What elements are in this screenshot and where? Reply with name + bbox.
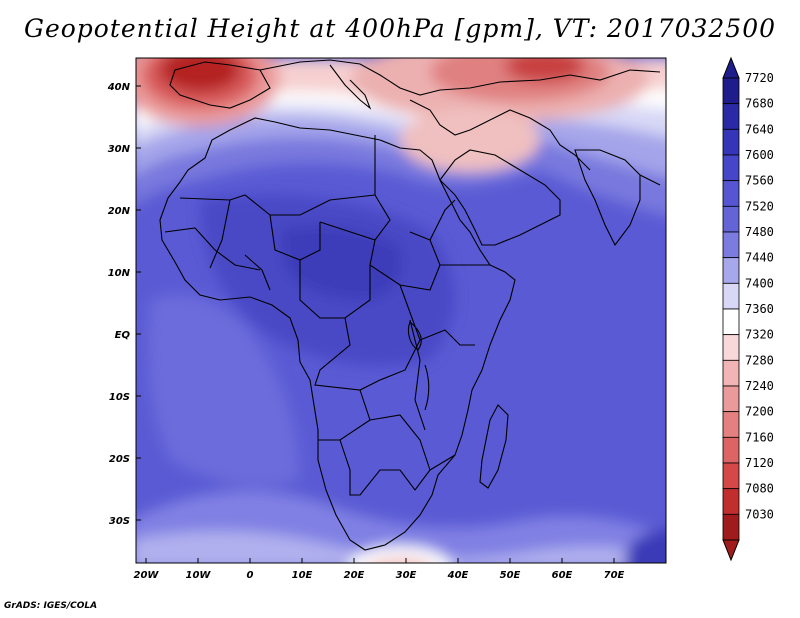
lon-tick-label: 70E bbox=[604, 570, 625, 581]
colorbar-swatch bbox=[722, 462, 740, 490]
colorbar-bottom-arrow bbox=[722, 539, 740, 562]
colorbar-label: 7400 bbox=[745, 276, 774, 290]
lon-tick-label: 30E bbox=[396, 570, 417, 581]
colorbar-swatch bbox=[722, 128, 740, 156]
longitude-axis: 20W 10W 0 10E 20E 30E 40E 50E 60E 70E bbox=[134, 558, 625, 581]
colorbar-swatch bbox=[722, 385, 740, 413]
colorbar-swatch bbox=[722, 77, 740, 105]
colorbar-swatch bbox=[722, 308, 740, 336]
lon-tick-label: 10E bbox=[292, 570, 313, 581]
colorbar-swatch bbox=[722, 103, 740, 130]
colorbar-label: 7640 bbox=[745, 122, 774, 136]
colorbar-label: 7520 bbox=[745, 199, 774, 213]
lon-tick-label: 20E bbox=[344, 570, 365, 581]
colorbar-label: 7280 bbox=[745, 353, 774, 367]
lat-tick-label: EQ bbox=[115, 330, 131, 341]
lat-tick-label: 40N bbox=[107, 82, 131, 93]
lon-tick-label: 40E bbox=[447, 570, 469, 581]
colorbar-label: 7160 bbox=[745, 430, 774, 444]
colorbar-label: 7240 bbox=[745, 379, 774, 393]
colorbar-swatch bbox=[722, 436, 740, 464]
lon-tick-label: 0 bbox=[247, 570, 254, 581]
colorbar-swatch bbox=[722, 488, 740, 515]
colorbar: 7720 7680 7640 7600 7560 7520 7480 7440 7400 7360… bbox=[722, 56, 774, 562]
lon-tick-label: 60E bbox=[552, 570, 573, 581]
lon-tick-label: 50E bbox=[500, 570, 521, 581]
colorbar-swatch bbox=[722, 359, 740, 387]
colorbar-label: 7120 bbox=[745, 456, 774, 470]
lat-tick-label: 20N bbox=[108, 206, 131, 217]
colorbar-swatch bbox=[722, 231, 740, 259]
colorbar-label: 7200 bbox=[745, 405, 774, 419]
colorbar-swatch bbox=[722, 411, 740, 438]
colorbar-swatch bbox=[722, 334, 740, 361]
colorbar-label: 7680 bbox=[745, 97, 774, 111]
colorbar-swatch bbox=[722, 205, 740, 233]
coastlines bbox=[159, 59, 661, 551]
lat-tick-label: 30N bbox=[108, 144, 131, 155]
lat-tick-label: 10N bbox=[108, 268, 131, 279]
colorbar-label: 7720 bbox=[745, 71, 774, 85]
map-title: Geopotential Height at 400hPa [gpm], VT:… bbox=[23, 14, 777, 43]
colorbar-label: 7030 bbox=[745, 507, 774, 521]
colorbar-label: 7320 bbox=[745, 328, 774, 342]
map-frame bbox=[135, 57, 667, 564]
colorbar-label: 7080 bbox=[745, 482, 774, 496]
colorbar-label: 7480 bbox=[745, 225, 774, 239]
colorbar-label: 7560 bbox=[745, 174, 774, 188]
lon-tick-label: 20W bbox=[134, 570, 160, 581]
colorbar-label: 7600 bbox=[745, 148, 774, 162]
lat-tick-label: 30S bbox=[109, 516, 130, 527]
colorbar-top-arrow bbox=[722, 56, 740, 79]
latitude-axis: 40N 30N 20N 10N EQ 10S 20S 30S bbox=[107, 82, 141, 527]
colorbar-swatch bbox=[722, 257, 740, 284]
colorbar-swatch bbox=[722, 154, 740, 182]
colorbar-label: 7360 bbox=[745, 302, 774, 316]
colorbar-swatch bbox=[722, 282, 740, 310]
colorbar-swatch bbox=[722, 180, 740, 207]
lon-tick-label: 10W bbox=[186, 570, 212, 581]
colorbar-label: 7440 bbox=[745, 251, 774, 265]
lat-tick-label: 10S bbox=[109, 392, 130, 403]
colorbar-swatch bbox=[722, 513, 740, 541]
geopotential-height-field bbox=[136, 58, 666, 563]
lat-tick-label: 20S bbox=[109, 454, 130, 465]
grads-credit: GrADS: IGES/COLA bbox=[4, 601, 98, 611]
